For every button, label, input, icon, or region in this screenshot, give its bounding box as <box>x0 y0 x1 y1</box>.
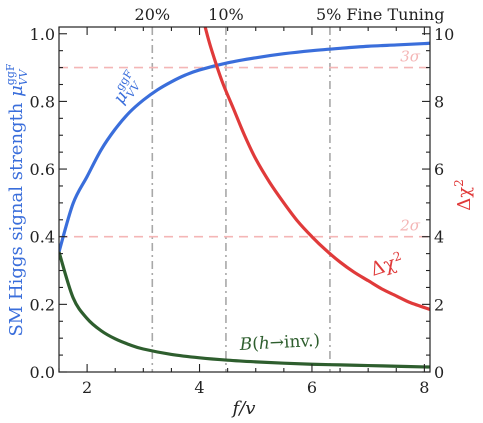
y-left-tick-label: 0.2 <box>30 295 55 314</box>
ticks <box>58 27 430 373</box>
top-labels: 20% 10% 5% Fine Tuning <box>135 5 445 24</box>
right-axis-title: Δχ2 <box>452 179 475 211</box>
y-left-tick-label: 0.8 <box>30 92 55 111</box>
sigma-lines: 3σ 2σ <box>59 48 430 238</box>
series-br_inv-line <box>59 251 430 369</box>
y-right-tick-label: 2 <box>434 295 444 314</box>
y-right-tick-label: 4 <box>434 228 444 247</box>
series-chi2-line <box>203 27 430 311</box>
x-axis-title: f/v <box>231 398 256 419</box>
y-left-tick-label: 0.4 <box>30 228 55 247</box>
x-tick-label: 6 <box>307 378 317 397</box>
plot-frame <box>58 26 431 373</box>
sigma-label: 3σ <box>400 48 421 66</box>
sigma-label: 2σ <box>399 217 421 235</box>
y-right-tick-label: 0 <box>434 363 444 382</box>
x-tick-label: 2 <box>82 378 92 397</box>
chi2-curve-label: Δχ2 <box>367 249 405 281</box>
fine-tuning-lines <box>151 27 331 372</box>
br-curve-label: B(h→inv.) <box>238 331 320 355</box>
y-left-tick-label: 0.6 <box>30 160 55 179</box>
series-group <box>59 27 430 369</box>
y-right-tick-label: 10 <box>434 25 454 44</box>
y-right-tick-label: 8 <box>434 92 444 111</box>
left-axis-title: SM Higgs signal strength μggFVV <box>4 63 30 336</box>
y-left-tick-label: 1.0 <box>30 25 55 44</box>
tick-labels: 2 4 6 8 0.0 0.2 0.4 0.6 0.8 1.0 0 2 4 6 8 10 <box>30 25 455 397</box>
fine-tuning-label: 5% Fine Tuning <box>316 5 445 24</box>
y-right-tick-label: 6 <box>434 160 444 179</box>
series-mu-line <box>59 41 430 253</box>
x-tick-label: 4 <box>194 378 204 397</box>
fine-tuning-label: 20% <box>135 5 171 24</box>
fine-tuning-label: 10% <box>208 5 244 24</box>
x-tick-label: 8 <box>419 378 429 397</box>
y-left-tick-label: 0.0 <box>30 363 55 382</box>
